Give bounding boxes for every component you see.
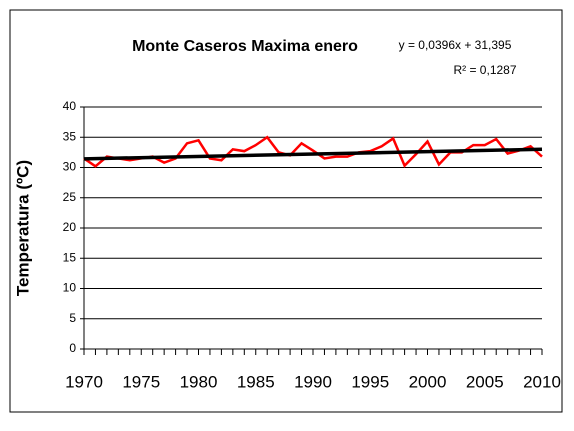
y-tick-label: 25 — [63, 190, 77, 204]
chart-title: Monte Caseros Maxima enero — [132, 38, 358, 55]
y-axis-label: Temperatura (ºC) — [13, 160, 32, 296]
chart-border — [9, 9, 563, 413]
y-tick-label: 40 — [63, 99, 77, 113]
x-tick-label: 2010 — [523, 372, 561, 391]
y-tick-label: 35 — [63, 129, 77, 143]
x-tick-label: 1975 — [122, 372, 160, 391]
y-tick-label: 15 — [63, 250, 77, 264]
y-tick-label: 30 — [63, 160, 77, 174]
x-tick-label: 1985 — [237, 372, 275, 391]
x-tick-label: 2000 — [409, 372, 447, 391]
y-tick-label: 0 — [69, 341, 76, 355]
x-tick-label: 1980 — [180, 372, 218, 391]
y-tick-label: 5 — [69, 311, 76, 325]
y-tick-label: 20 — [63, 220, 77, 234]
x-tick-label: 2005 — [466, 372, 504, 391]
trend-r2: R² = 0,1287 — [453, 63, 516, 77]
y-tick-label: 10 — [63, 281, 77, 295]
x-tick-label: 1970 — [65, 372, 103, 391]
x-tick-label: 1990 — [294, 372, 332, 391]
trend-equation: y = 0,0396x + 31,395 — [399, 38, 512, 52]
x-tick-label: 1995 — [351, 372, 389, 391]
trend-line — [83, 147, 543, 161]
